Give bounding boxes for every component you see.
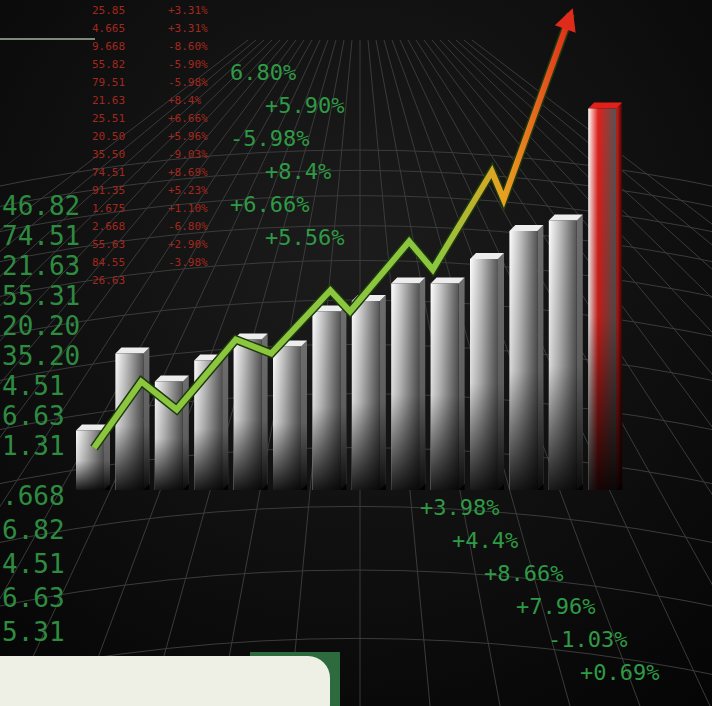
bar-shade [588, 103, 622, 491]
background-number: 35.20 [2, 341, 80, 371]
background-number: 84.55 [92, 256, 125, 269]
chart: 25.85 4.665 9.668 55.82 79.51 21.63 25.51 20.50… [0, 0, 712, 706]
background-number: +5.90% [265, 93, 344, 118]
grid-line [400, 40, 710, 706]
grid-line [416, 40, 712, 706]
background-number: 6.63 [2, 583, 65, 613]
background-number: +4.4% [452, 528, 518, 553]
background-number: 6.80% [230, 60, 296, 85]
rule [0, 38, 95, 40]
background-number: +5.23% [168, 184, 208, 197]
line-shadow [94, 14, 571, 448]
grid-line [408, 40, 712, 706]
background [0, 0, 712, 706]
background-number: +5.56% [265, 225, 344, 250]
bar-group [312, 306, 346, 491]
grid-line [150, 40, 336, 706]
line [94, 14, 571, 448]
grid-line [432, 40, 712, 706]
background-number: -3.98% [168, 256, 208, 269]
bar-shade [352, 295, 386, 490]
background-number: .668 [2, 481, 65, 511]
background-number: 26.63 [92, 274, 125, 287]
background-number: 35.50 [92, 148, 125, 161]
bar-shade [234, 334, 268, 491]
background-number: 2.668 [92, 220, 125, 233]
background-number: 74.51 [92, 166, 125, 179]
background-number: 5.31 [2, 617, 65, 647]
grid-line [0, 40, 256, 706]
background-number: 55.63 [92, 238, 125, 251]
background-numbers: 25.85 4.665 9.668 55.82 79.51 21.63 25.51 20.50… [2, 4, 659, 685]
bar-group [588, 103, 622, 491]
background-number: +8.69% [168, 166, 208, 179]
background-number: +3.31% [168, 4, 208, 17]
background-number: +3.31% [168, 22, 208, 35]
background-number: +0.69% [580, 660, 659, 685]
bar-group [115, 348, 149, 491]
bar-group [391, 278, 425, 491]
background-number: 55.31 [2, 281, 80, 311]
background-number: 79.51 [92, 76, 125, 89]
background-number: -1.03% [548, 627, 627, 652]
bar-shade [391, 278, 425, 491]
floor-grid [0, 40, 712, 706]
bar-group [431, 278, 465, 491]
background-number: +7.96% [516, 594, 595, 619]
background-number: 74.51 [2, 221, 80, 251]
background-number: 4.665 [92, 22, 125, 35]
grid-curve [0, 506, 712, 546]
grid-line [0, 40, 312, 706]
bar-group [352, 295, 386, 490]
grid-curve [0, 570, 712, 610]
bar-shade [312, 306, 346, 491]
background-number: 6.63 [2, 401, 65, 431]
background-number: 4.51 [2, 549, 65, 579]
background-number: 9.668 [92, 40, 125, 53]
background-number: 55.82 [92, 58, 125, 71]
background-number: +1.10% [168, 202, 208, 215]
background-number: 25.51 [92, 112, 125, 125]
bar-shade [470, 253, 504, 490]
background-number: 46.82 [2, 191, 80, 221]
bar-group [273, 341, 307, 491]
background-number: -5.98% [168, 76, 208, 89]
background-number: 1.31 [2, 431, 65, 461]
grid-line [0, 40, 264, 706]
background-number: -6.80% [168, 220, 208, 233]
background-number: +8.4% [168, 94, 201, 107]
background-number: +6.66% [168, 112, 208, 125]
bar-group [549, 215, 583, 491]
background-number: +5.96% [168, 130, 208, 143]
background-number: 21.63 [92, 94, 125, 107]
background-number: -8.60% [168, 40, 208, 53]
bar-shade [549, 215, 583, 491]
background-number: +3.98% [420, 495, 499, 520]
background-number: +2.90% [168, 238, 208, 251]
background-number: 20.20 [2, 311, 80, 341]
plot-area [76, 8, 622, 490]
background-number: 20.50 [92, 130, 125, 143]
background-number: -5.90% [168, 58, 208, 71]
bar-group [509, 225, 543, 490]
bar-shade [115, 348, 149, 491]
bar-shade [273, 341, 307, 491]
arrowhead [555, 8, 576, 32]
background-number: 21.63 [2, 251, 80, 281]
bar-shade [509, 225, 543, 490]
background-number: 25.85 [92, 4, 125, 17]
background-number: +8.4% [265, 159, 331, 184]
caption-box [0, 656, 330, 706]
background-number: 4.51 [2, 371, 65, 401]
bar-shade [431, 278, 465, 491]
background-number: +8.66% [484, 561, 563, 586]
background-number: -9.03% [168, 148, 208, 161]
background-number: +6.66% [230, 192, 309, 217]
background-number: 6.82 [2, 515, 65, 545]
background-number: -5.98% [230, 126, 309, 151]
bar-group [234, 334, 268, 491]
bar-group [470, 253, 504, 490]
background-number: 91.35 [92, 184, 125, 197]
background-number: 1.675 [92, 202, 125, 215]
